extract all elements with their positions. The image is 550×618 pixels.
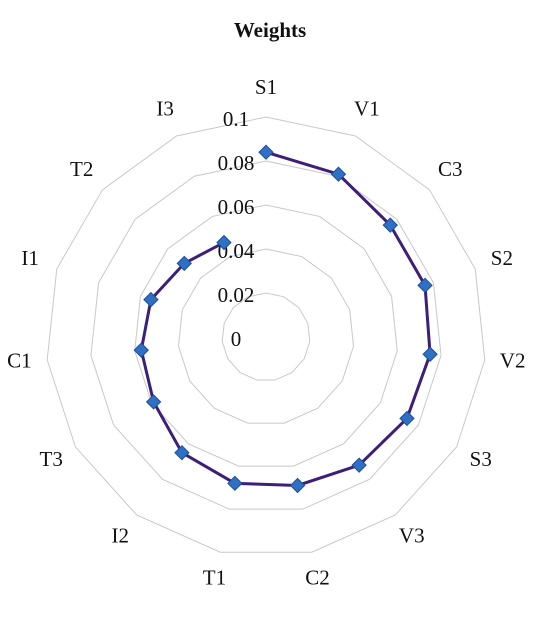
r-tick-label: 0.02 [218,283,255,307]
data-marker [330,166,347,182]
category-label: V2 [500,349,526,373]
data-marker [417,277,433,294]
category-label: I2 [111,523,129,547]
category-label: C1 [7,349,32,373]
chart-title: Weights [234,18,306,42]
data-marker [422,346,438,362]
category-label: T3 [40,447,63,471]
grid-ring [134,204,398,467]
category-label: S3 [470,447,492,471]
category-label: T1 [203,565,226,589]
category-label: I3 [156,96,174,120]
category-label: C3 [438,157,463,181]
data-marker [216,234,232,251]
r-tick-label: 0.08 [218,151,255,175]
category-label: T2 [70,157,93,181]
data-marker [145,394,162,410]
data-marker [143,291,159,308]
category-label: S1 [255,75,277,99]
category-label: I1 [21,246,39,270]
grid-ring [221,292,311,381]
data-marker [382,217,398,233]
category-label: C2 [305,565,330,589]
category-label: V3 [399,523,425,547]
series-line [139,150,432,487]
grid-ring [90,160,442,510]
data-marker [399,410,415,427]
r-tick-label: 0 [231,327,242,351]
category-label: S2 [491,246,513,270]
data-marker [174,444,190,461]
grid-ring [177,248,355,424]
data-marker [258,144,274,160]
data-marker [289,477,306,494]
data-marker [176,255,192,272]
data-marker [351,457,367,473]
data-marker [133,342,149,358]
grid-ring [46,116,486,553]
r-tick-label: 0.1 [223,107,249,131]
category-label: V1 [354,96,380,120]
data-marker [227,475,243,492]
r-tick-label: 0.06 [218,195,255,219]
